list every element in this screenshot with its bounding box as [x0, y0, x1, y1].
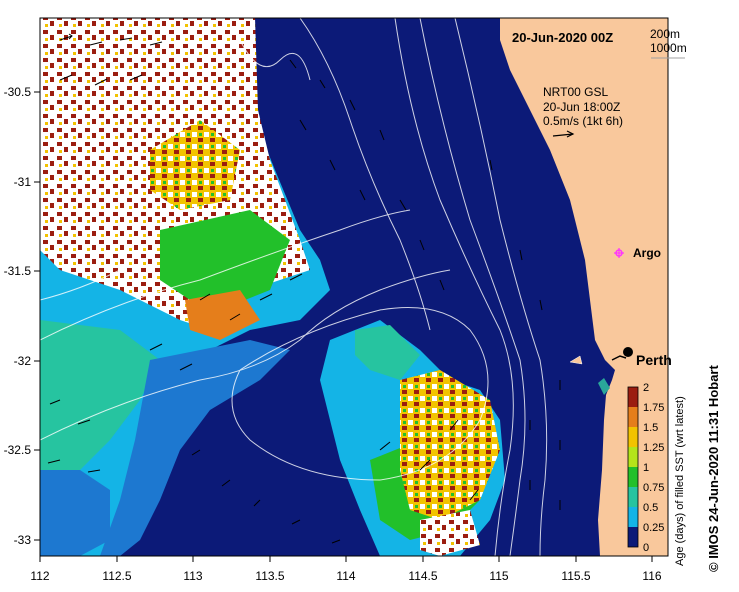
perth-marker — [623, 347, 633, 357]
rottnest-island — [569, 355, 583, 365]
x-tick-label: 113 — [183, 569, 202, 583]
estuary — [598, 378, 610, 395]
map-title: 20-Jun-2020 00Z — [512, 30, 613, 45]
x-axis — [39, 556, 653, 562]
argo-label: Argo — [633, 246, 661, 260]
x-tick-label: 115.5 — [561, 569, 590, 583]
y-tick-label: -33 — [14, 533, 32, 547]
current-info-line3: 0.5m/s (1kt 6h) — [543, 114, 623, 128]
current-scale-arrow — [552, 130, 575, 138]
bathymetry-contours — [40, 18, 548, 556]
x-tick-label: 115 — [489, 569, 508, 583]
colorbar-tick: 1 — [643, 462, 649, 474]
x-tick-label: 114 — [336, 569, 355, 583]
mid-blue-region-2 — [40, 470, 110, 556]
plot-frame — [39, 17, 669, 557]
colorbar-tick: 2 — [643, 382, 649, 394]
y-tick-label: -32.5 — [4, 443, 32, 457]
mid-blue-region — [100, 340, 290, 556]
coastal-red-speckle — [420, 510, 480, 556]
x-tick-label: 112.5 — [102, 569, 131, 583]
y-axis — [34, 91, 40, 541]
x-tick-label: 116 — [642, 569, 661, 583]
depth-legend-1000m: 1000m — [650, 41, 687, 55]
y-tick-label: -31 — [14, 175, 32, 189]
colorbar-tick: 1.5 — [643, 422, 658, 434]
green-patch — [160, 210, 290, 310]
orange-patch — [185, 290, 260, 340]
y-tick-label: -32 — [14, 354, 32, 368]
land-mass — [500, 18, 668, 556]
perth-label: Perth — [636, 352, 672, 368]
colorbar-tick: 0.25 — [643, 522, 664, 534]
yellow-patch — [150, 120, 240, 210]
colorbar-tick: 1.25 — [643, 442, 664, 454]
depth-legend-200m: 200m — [650, 27, 680, 41]
colorbar-title: Age (days) of filled SST (wrt latest) — [674, 396, 686, 566]
x-tick-label: 114.5 — [408, 569, 437, 583]
current-info-line1: NRT00 GSL — [543, 85, 608, 99]
credit-text: © IMOS 24-Jun-2020 11:31 Hobart — [706, 365, 721, 572]
coastal-speckle-region — [400, 370, 500, 520]
current-info-line2: 20-Jun 18:00Z — [543, 100, 620, 114]
colorbar-tick: 0.75 — [643, 482, 664, 494]
teal-region — [40, 320, 160, 480]
colorbar-tick: 1.75 — [643, 402, 664, 414]
sst-field — [40, 18, 668, 556]
current-vectors — [47, 33, 561, 544]
colorbar-tick: 0 — [643, 542, 649, 554]
y-tick-label: -30.5 — [4, 85, 32, 99]
x-tick-label: 113.5 — [255, 569, 284, 583]
x-tick-label: 112 — [30, 569, 49, 583]
argo-marker — [614, 248, 624, 258]
coastal-teal-region — [355, 325, 420, 380]
y-tick-label: -31.5 — [4, 264, 32, 278]
colorbar-tick: 0.5 — [643, 502, 658, 514]
colorbar — [627, 386, 639, 548]
perth-coast-line — [611, 355, 627, 361]
